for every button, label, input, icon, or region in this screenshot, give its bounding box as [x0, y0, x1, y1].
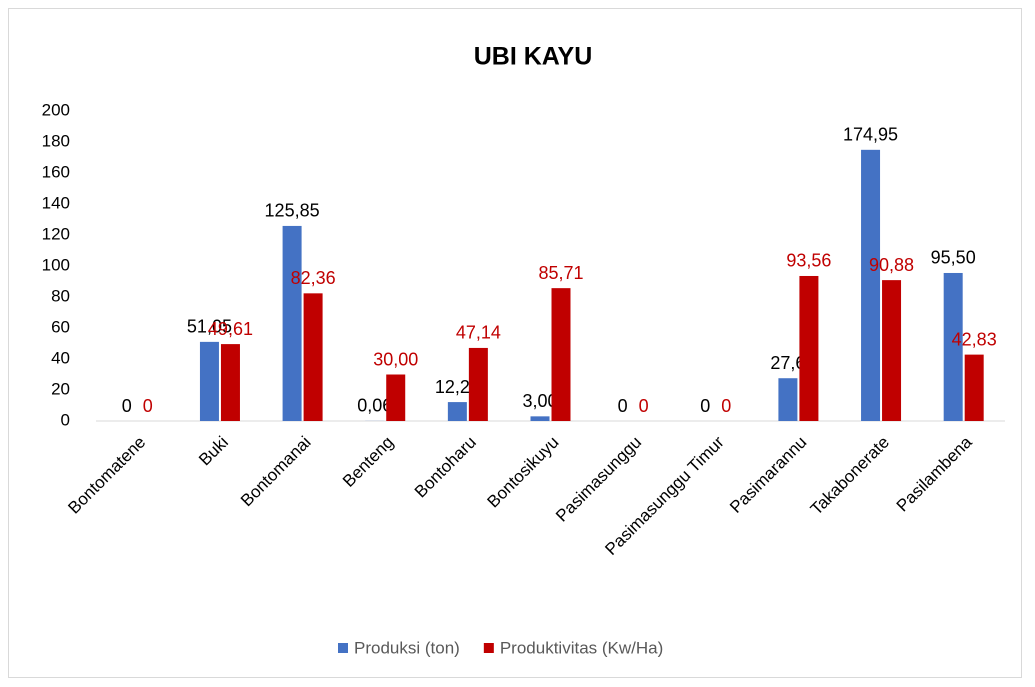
- data-label: 47,14: [456, 323, 501, 343]
- bar: [778, 378, 798, 421]
- bar: [861, 149, 881, 421]
- y-tick-label: 200: [42, 100, 70, 119]
- data-label: 82,36: [291, 268, 336, 288]
- y-tick-label: 40: [51, 348, 70, 367]
- data-label: 27,6: [770, 353, 805, 373]
- y-tick-label: 60: [51, 317, 70, 336]
- y-tick-label: 180: [42, 131, 70, 150]
- y-tick-label: 20: [51, 379, 70, 398]
- chart-title: UBI KAYU: [474, 43, 593, 71]
- bar: [199, 341, 219, 421]
- data-label: 95,50: [931, 248, 976, 268]
- data-label: 174,95: [843, 125, 898, 145]
- y-tick-label: 160: [42, 162, 70, 181]
- bar: [964, 354, 984, 421]
- bar: [447, 402, 467, 421]
- data-label: 85,71: [538, 263, 583, 283]
- data-label: 12,20: [435, 377, 480, 397]
- data-label: 3,00: [522, 391, 557, 411]
- data-label: 51,05: [187, 317, 232, 337]
- data-label: 42,83: [952, 329, 997, 349]
- data-label: 0: [143, 396, 153, 416]
- bar: [799, 275, 819, 421]
- y-tick-label: 0: [61, 410, 70, 429]
- bar: [386, 374, 406, 421]
- bar: [303, 293, 323, 421]
- data-label: 49,61: [208, 319, 253, 339]
- data-label: 0,06: [357, 396, 392, 416]
- chart-border: [8, 8, 1022, 678]
- bar: [468, 347, 488, 421]
- bar: [882, 280, 902, 421]
- y-tick-label: 100: [42, 255, 70, 274]
- legend-label: Produktivitas (Kw/Ha): [500, 638, 663, 657]
- y-tick-label: 120: [42, 224, 70, 243]
- data-label: 125,85: [265, 201, 320, 221]
- bar: [943, 272, 963, 421]
- bar: [220, 344, 240, 421]
- data-label: 90,88: [869, 255, 914, 275]
- legend-label: Produksi (ton): [354, 638, 460, 657]
- bar: [282, 225, 302, 421]
- data-label: 0: [721, 396, 731, 416]
- legend-swatch: [338, 643, 348, 653]
- data-label: 30,00: [373, 349, 418, 369]
- bar: [551, 288, 571, 421]
- y-tick-label: 140: [42, 193, 70, 212]
- data-label: 0: [639, 396, 649, 416]
- data-label: 0: [618, 396, 628, 416]
- legend-swatch: [483, 643, 494, 653]
- data-label: 0: [700, 396, 710, 416]
- bar: [530, 416, 550, 421]
- y-tick-label: 80: [51, 286, 70, 305]
- data-label: 0: [122, 396, 132, 416]
- data-label: 93,56: [786, 251, 831, 271]
